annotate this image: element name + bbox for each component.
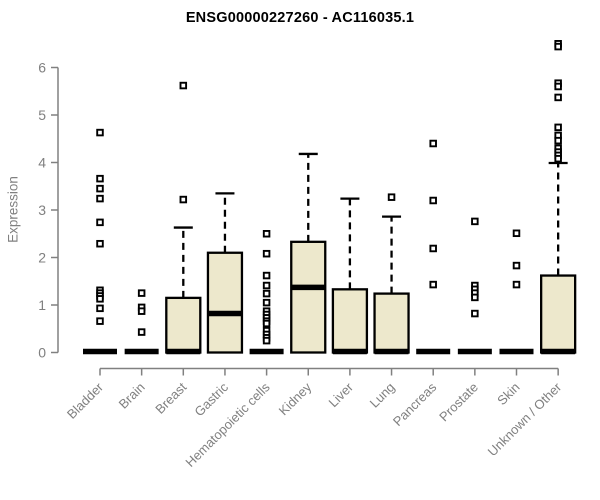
outlier-point	[96, 184, 104, 193]
x-tick-label: Skin	[494, 380, 522, 408]
outlier-point	[262, 319, 271, 328]
outlier-point	[554, 136, 562, 145]
box	[331, 288, 369, 354]
box	[206, 251, 244, 354]
x-tick-label: Brain	[116, 380, 148, 412]
outlier-point	[137, 289, 146, 297]
outlier-point	[554, 42, 562, 51]
outlier-point	[179, 81, 188, 90]
outlier-point	[429, 280, 437, 289]
x-tick-label: Breast	[152, 379, 189, 416]
outlier-point	[512, 280, 521, 289]
outlier-point	[96, 194, 104, 203]
x-tick-label: Bladder	[64, 379, 107, 422]
outlier-point	[429, 139, 437, 148]
x-tick-label: Unknown / Other	[485, 379, 565, 459]
y-tick-label: 3	[38, 202, 46, 218]
outlier-point	[554, 82, 562, 91]
outlier-point	[512, 229, 521, 238]
x-tick-label: Gastric	[191, 379, 231, 419]
outlier-point	[262, 249, 271, 258]
y-tick-label: 1	[38, 297, 46, 313]
outlier-point	[554, 93, 562, 102]
box	[540, 274, 577, 354]
y-tick-label: 2	[38, 250, 46, 266]
x-tick-label: Lung	[367, 380, 398, 411]
outlier-point	[429, 196, 437, 205]
outlier-point	[137, 328, 146, 336]
outlier-point	[96, 304, 104, 313]
outlier-point	[471, 217, 479, 226]
outlier-point	[471, 293, 479, 302]
outlier-point	[429, 244, 437, 253]
x-tick-label: Pancreas	[390, 379, 440, 429]
outlier-point	[96, 128, 104, 137]
outlier-point	[96, 174, 104, 183]
outlier-point	[512, 261, 521, 270]
outlier-point	[96, 317, 104, 325]
outlier-point	[262, 336, 271, 345]
outlier-point	[262, 271, 271, 280]
outlier-point	[137, 307, 146, 315]
y-tick-label: 4	[38, 155, 46, 171]
box	[373, 292, 410, 354]
outlier-point	[262, 229, 271, 238]
outlier-point	[262, 298, 271, 307]
chart-title: ENSG00000227260 - AC116035.1	[185, 10, 415, 26]
outlier-point	[96, 295, 104, 303]
outlier-point	[179, 195, 188, 204]
outlier-point	[387, 193, 396, 201]
outlier-point	[262, 281, 271, 290]
x-tick-label: Prostate	[436, 380, 481, 425]
outlier-point	[471, 309, 479, 318]
y-tick-label: 6	[38, 60, 46, 76]
outlier-point	[96, 218, 104, 227]
y-tick-label: 0	[38, 345, 46, 361]
outlier-point	[554, 154, 562, 163]
outlier-point	[96, 239, 104, 248]
x-tick-label: Kidney	[276, 379, 315, 418]
outlier-point	[262, 289, 271, 298]
outlier-point	[554, 123, 562, 132]
box	[165, 296, 202, 354]
x-tick-label: Liver	[325, 379, 356, 410]
y-tick-label: 5	[38, 107, 46, 123]
box	[290, 240, 327, 354]
